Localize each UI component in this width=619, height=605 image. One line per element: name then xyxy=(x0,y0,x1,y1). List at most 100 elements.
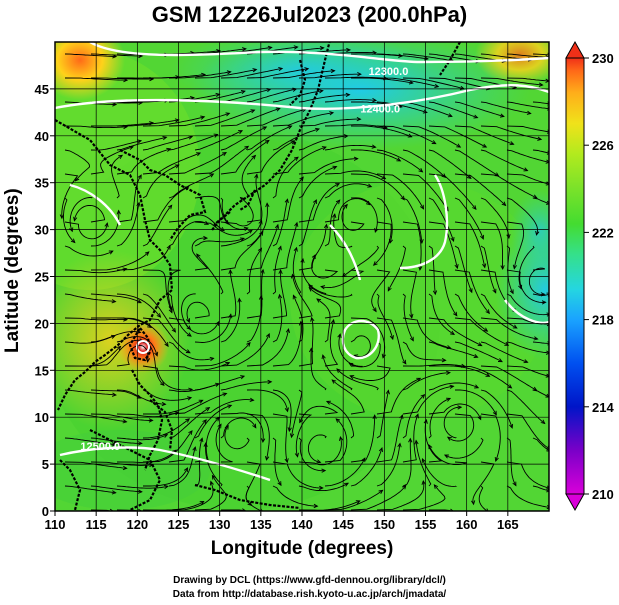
colorbar-tick-label: 226 xyxy=(592,138,614,153)
streamline-arrowhead xyxy=(237,297,242,303)
x-tick-label: 120 xyxy=(126,517,148,532)
streamline-arrowhead xyxy=(220,226,225,232)
streamline-arrowhead xyxy=(446,370,451,375)
streamline xyxy=(298,158,358,175)
streamline xyxy=(428,341,478,358)
streamline-arrowhead xyxy=(164,342,169,348)
streamline xyxy=(220,333,270,367)
streamline-arrowhead xyxy=(285,327,291,334)
streamline-arrowhead xyxy=(224,424,229,430)
streamline-arrowhead xyxy=(108,250,114,255)
colorbar-top-arrow xyxy=(565,40,585,59)
streamline-arrowhead xyxy=(545,200,549,205)
streamline-arrowhead xyxy=(240,90,246,95)
streamline-arrowhead xyxy=(416,377,422,382)
streamline-arrowhead xyxy=(545,159,549,164)
streamline xyxy=(90,293,142,304)
streamline xyxy=(402,269,417,318)
streamline-arrowhead xyxy=(545,373,549,378)
streamline-arrowhead xyxy=(512,264,517,270)
streamline xyxy=(272,461,323,489)
x-tick-label: 140 xyxy=(291,517,313,532)
x-tick-label: 110 xyxy=(45,517,66,532)
streamline-arrowhead xyxy=(122,267,128,272)
streamline xyxy=(142,365,193,391)
streamline-arrowhead xyxy=(183,467,188,473)
streamline xyxy=(194,69,257,79)
streamline xyxy=(116,136,167,151)
streamline xyxy=(64,389,116,396)
streamline xyxy=(402,197,423,244)
streamline-arrowhead xyxy=(246,341,251,347)
x-axis-label: Longitude (degrees) xyxy=(210,538,394,559)
streamline-arrowhead xyxy=(222,151,227,157)
streamline-arrowhead xyxy=(353,156,359,161)
streamline-arrowhead xyxy=(428,444,433,450)
streamline xyxy=(220,126,267,151)
streamline-arrowhead xyxy=(138,508,143,511)
streamline xyxy=(506,485,549,508)
streamline-arrowhead xyxy=(260,438,266,444)
streamline-arrowhead xyxy=(196,253,201,259)
streamline xyxy=(298,224,327,271)
streamline-arrowhead xyxy=(457,405,463,410)
streamline xyxy=(64,437,116,446)
streamline xyxy=(168,71,231,79)
streamline-arrowhead xyxy=(372,414,377,420)
streamline-arrowhead xyxy=(330,68,336,74)
y-tick-label: 10 xyxy=(35,410,49,425)
streamline-arrowhead xyxy=(545,350,549,355)
x-tick-label: 115 xyxy=(86,517,107,532)
streamline xyxy=(447,413,475,442)
streamline xyxy=(64,77,128,81)
streamline xyxy=(168,293,192,337)
streamline xyxy=(506,461,549,489)
streamline-arrowhead xyxy=(122,465,128,471)
streamline-arrowhead xyxy=(168,308,173,314)
streamline xyxy=(69,197,93,232)
streamline xyxy=(246,108,307,127)
streamline xyxy=(506,389,545,424)
streamline-arrowhead xyxy=(402,359,407,365)
streamline xyxy=(142,501,204,511)
streamline xyxy=(90,140,142,151)
streamline-arrowhead xyxy=(512,324,518,329)
streamline-arrowhead xyxy=(401,484,407,490)
streamline xyxy=(142,269,173,313)
streamline xyxy=(480,341,528,363)
streamline xyxy=(376,377,421,415)
streamline-arrowhead xyxy=(509,423,514,429)
streamline xyxy=(350,77,413,84)
streamline xyxy=(246,203,268,247)
streamline xyxy=(298,166,337,199)
streamline-arrowhead xyxy=(171,327,177,333)
streamline xyxy=(272,485,318,507)
streamline xyxy=(478,485,488,511)
streamline-arrowhead xyxy=(332,213,337,219)
streamline-arrowhead xyxy=(537,136,543,141)
streamline xyxy=(63,197,76,243)
y-tick-label: 15 xyxy=(35,363,49,378)
streamline-arrowhead xyxy=(330,318,336,324)
lat-lon-grid xyxy=(55,42,549,511)
streamline-arrowhead xyxy=(187,396,193,401)
x-tick-label: 130 xyxy=(209,517,231,532)
streamline xyxy=(376,173,424,210)
streamline-arrowhead xyxy=(240,375,246,380)
streamline xyxy=(376,293,394,340)
colorbar-tick-label: 222 xyxy=(592,225,614,240)
streamline-arrowhead xyxy=(284,407,289,413)
streamline xyxy=(64,293,116,303)
streamline-arrowhead xyxy=(492,410,497,416)
streamline xyxy=(307,434,327,463)
streamline-arrowhead xyxy=(166,147,172,152)
streamline-arrowhead xyxy=(148,418,154,423)
streamline xyxy=(402,341,446,361)
streamline-arrowhead xyxy=(431,140,437,145)
streamline-arrowhead xyxy=(275,107,281,112)
streamline-arrowhead xyxy=(217,423,222,429)
streamline-arrowhead xyxy=(494,456,499,462)
streamline-arrowhead xyxy=(118,154,124,160)
streamline-arrowhead xyxy=(203,442,208,447)
